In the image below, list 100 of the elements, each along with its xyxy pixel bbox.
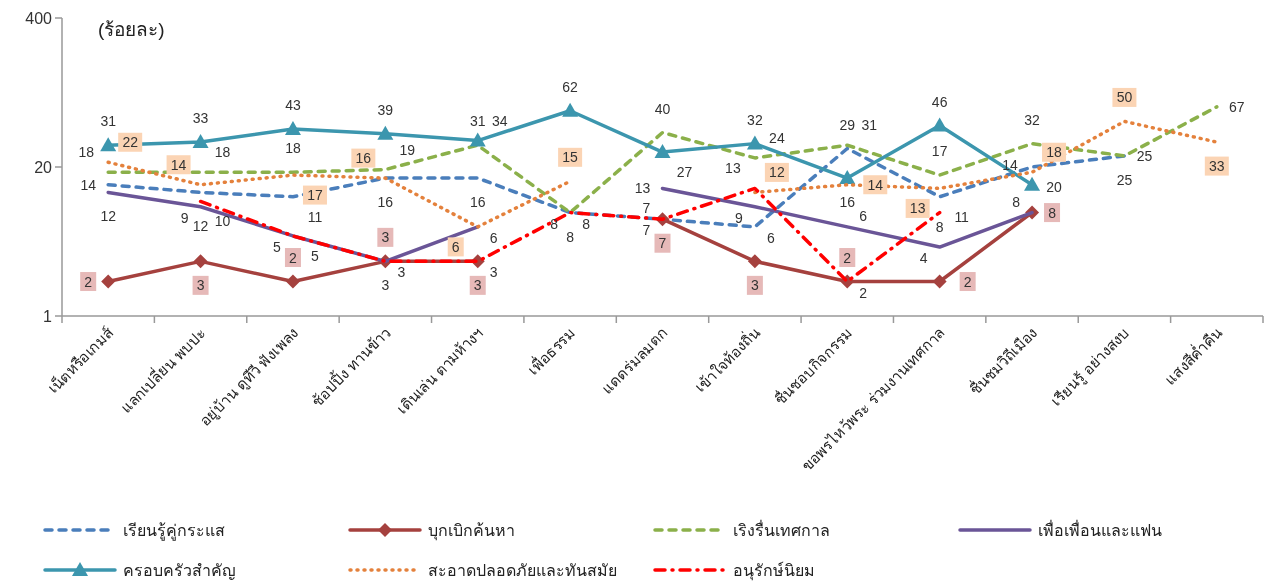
- data-label: 8: [1012, 193, 1021, 210]
- data-label: 15: [562, 149, 579, 166]
- data-label: 32: [1024, 111, 1041, 128]
- point: [931, 117, 948, 132]
- point: [469, 132, 486, 147]
- y-tick-label: 400: [25, 10, 53, 27]
- data-label: 8: [550, 215, 559, 232]
- data-label: 8: [1048, 204, 1057, 221]
- data-label: 4: [919, 250, 928, 267]
- data-label: 3: [381, 277, 390, 294]
- data-label: 3: [397, 264, 406, 281]
- data-label: 32: [747, 111, 763, 128]
- data-label: 18: [1046, 144, 1063, 161]
- data-label: 6: [451, 238, 460, 255]
- data-label: 6: [489, 229, 498, 246]
- point: [747, 254, 762, 269]
- point: [746, 135, 763, 150]
- data-label: 17: [307, 187, 323, 204]
- data-label: 25: [1136, 147, 1153, 164]
- data-label: 11: [307, 208, 323, 225]
- data-label: 3: [473, 277, 482, 294]
- legend-label: เพื่อเพื่อนและแฟน: [1038, 519, 1162, 539]
- data-label: 14: [170, 156, 187, 173]
- data-label: 3: [196, 277, 205, 294]
- data-label: 34: [491, 112, 508, 129]
- data-label: 12: [100, 208, 117, 225]
- point: [100, 137, 117, 152]
- data-label: 16: [355, 150, 372, 167]
- point: [284, 120, 301, 135]
- data-label: 39: [377, 101, 394, 118]
- data-label: 13: [909, 200, 926, 217]
- data-label: 2: [843, 249, 852, 266]
- data-label: 18: [214, 144, 231, 161]
- data-label: 62: [562, 78, 579, 95]
- legend-label: บุกเบิกค้นหา: [428, 522, 515, 541]
- data-label: 16: [469, 194, 486, 211]
- data-label: 7: [642, 222, 651, 239]
- data-label: 3: [750, 277, 759, 294]
- data-label: 9: [180, 209, 189, 226]
- data-label: 13: [634, 180, 651, 197]
- data-label: 12: [192, 218, 209, 235]
- data-label: 20: [1046, 179, 1063, 195]
- data-label: 33: [192, 110, 209, 127]
- data-label: 31: [100, 113, 117, 130]
- legend-label: อนุรักษ์นิยม: [733, 561, 815, 581]
- data-label: 2: [289, 249, 298, 266]
- data-label: 10: [214, 213, 231, 230]
- data-label: 7: [658, 235, 667, 252]
- data-label: 18: [78, 144, 95, 161]
- data-label: 12: [769, 164, 785, 181]
- data-label: 17: [931, 143, 948, 160]
- data-label: 29: [839, 116, 856, 133]
- data-label: 14: [867, 176, 884, 193]
- data-label: 67: [1229, 98, 1245, 115]
- data-label: 33: [1209, 158, 1225, 175]
- point: [192, 134, 209, 149]
- y-tick-label: 20: [34, 159, 53, 176]
- point: [562, 102, 579, 117]
- data-label: 6: [859, 207, 868, 224]
- data-label: 3: [489, 264, 498, 281]
- point: [1024, 176, 1041, 191]
- data-label: 22: [122, 134, 139, 151]
- legend-label: ครอบครัวสำคัญ: [123, 562, 236, 580]
- data-label: 24: [769, 129, 785, 146]
- y-tick-label: 1: [43, 308, 53, 325]
- data-label: 43: [285, 96, 301, 113]
- point: [285, 274, 300, 289]
- data-label: 31: [469, 113, 486, 130]
- legend-label: เริงรื่นเทศกาล: [733, 519, 830, 539]
- data-label: 2: [859, 284, 868, 301]
- point: [932, 274, 947, 289]
- data-label: 50: [1116, 89, 1133, 106]
- data-label: 9: [734, 209, 743, 226]
- data-label: 6: [766, 229, 775, 246]
- legend-label: เรียนรู้คู่กระแส: [123, 522, 225, 541]
- data-label: 3: [381, 229, 390, 246]
- data-label: 25: [1116, 171, 1133, 188]
- data-label: 18: [285, 140, 301, 157]
- data-label: 11: [954, 208, 970, 225]
- point: [193, 254, 208, 269]
- point: [377, 125, 394, 140]
- y-axis-title: (ร้อยละ): [98, 19, 165, 40]
- point: [654, 144, 671, 159]
- data-label: 19: [399, 141, 416, 158]
- data-label: 13: [725, 160, 741, 177]
- data-label: 27: [676, 164, 693, 181]
- data-label: 31: [861, 117, 878, 134]
- data-label: 2: [84, 273, 93, 290]
- data-label: 16: [377, 194, 394, 211]
- data-label: 46: [931, 93, 948, 110]
- data-label: 5: [273, 238, 282, 255]
- data-label: 5: [311, 247, 320, 264]
- data-label: 14: [80, 176, 97, 193]
- data-label: 16: [839, 194, 856, 211]
- point: [101, 274, 116, 289]
- data-label: 40: [654, 100, 671, 117]
- data-label: 14: [1002, 156, 1019, 173]
- data-label: 7: [642, 200, 651, 217]
- data-label: 8: [582, 215, 591, 232]
- data-label: 8: [566, 228, 575, 245]
